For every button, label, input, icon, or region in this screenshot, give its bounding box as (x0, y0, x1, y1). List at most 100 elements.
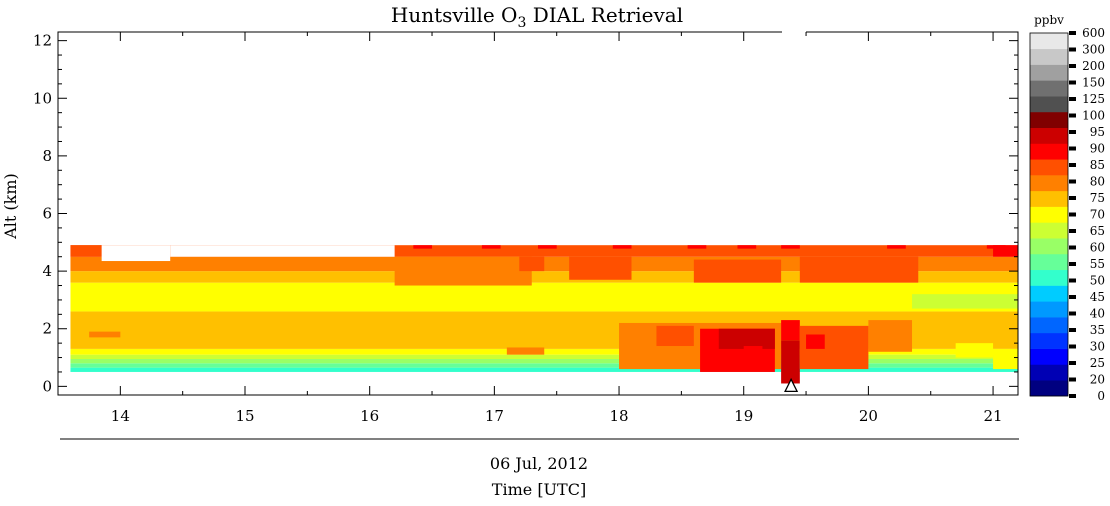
heatmap-cell (519, 256, 545, 272)
colorbar-swatch (1030, 64, 1068, 81)
colorbar-tick (1069, 278, 1076, 283)
colorbar-swatch (1030, 380, 1068, 397)
y-axis: 0 2 4 6 8 10 12 (33, 32, 1018, 395)
y-tick-label: 0 (42, 377, 52, 395)
colorbar-swatch (1030, 238, 1068, 255)
colorbar-label: 0 (1097, 389, 1105, 403)
date-label: 06 Jul, 2012 (490, 454, 588, 473)
heatmap-cell (993, 245, 1018, 257)
colorbar-label: 60 (1090, 241, 1105, 255)
colorbar-label: 85 (1090, 158, 1105, 172)
colorbar-swatch (1030, 332, 1068, 349)
heatmap-cell (687, 245, 707, 249)
colorbar-label: 55 (1090, 257, 1105, 271)
colorbar-label: 75 (1090, 191, 1105, 205)
heatmap-cell (693, 259, 782, 283)
heatmap-cell (170, 245, 395, 257)
heatmap-cell (799, 256, 919, 283)
colorbar-swatch (1030, 348, 1068, 365)
heatmap-cells (70, 245, 1018, 384)
heatmap-cell (955, 343, 994, 358)
colorbar-swatch (1030, 96, 1068, 113)
x-tick-label: 16 (360, 407, 379, 425)
heatmap-cell (506, 347, 545, 355)
x-tick-label: 21 (984, 407, 1003, 425)
heatmap-cell (70, 245, 102, 257)
colorbar-swatch (1030, 143, 1068, 160)
x-tick-label: 20 (859, 407, 878, 425)
heatmap-band (70, 367, 1018, 372)
colorbar-tick (1069, 361, 1076, 365)
colorbar-tick (1069, 130, 1076, 134)
colorbar-swatch (1030, 159, 1068, 176)
x-tick-label: 15 (235, 407, 254, 425)
colorbar-label: 70 (1090, 208, 1105, 222)
heatmap-cell (986, 245, 1006, 249)
colorbar-tick (1069, 328, 1076, 332)
colorbar-label: 20 (1090, 373, 1105, 387)
colorbar-label: 100 (1082, 109, 1105, 123)
colorbar-label: 45 (1090, 290, 1105, 304)
heatmap-cell (718, 328, 775, 349)
colorbar-label: 200 (1082, 59, 1105, 73)
colorbar-tick (1069, 179, 1076, 184)
y-tick-label: 2 (42, 320, 52, 338)
heatmap-cell (912, 294, 1018, 309)
lidar-site-triangle (784, 377, 799, 393)
y-tick-label: 10 (33, 89, 52, 107)
colorbar-tick (1069, 64, 1076, 68)
colorbar-swatch (1030, 33, 1068, 50)
colorbar-label: 80 (1090, 175, 1105, 189)
colorbar-swatch (1030, 111, 1068, 128)
y-tick-label: 4 (42, 262, 52, 280)
colorbar-units: ppbv (1034, 13, 1064, 27)
x-tick-label: 19 (734, 407, 753, 425)
heatmap-cell (538, 245, 557, 249)
colorbar-swatch (1030, 175, 1068, 192)
title-subscript: 3 (517, 15, 526, 31)
heatmap-cell (781, 320, 800, 341)
colorbar: ppbv 0 20 25 30 35 40 45 50 55 60 65 70 75 80 85 90 95 100… (1029, 13, 1105, 403)
colorbar-label: 90 (1090, 142, 1105, 156)
colorbar-swatch (1030, 285, 1068, 302)
colorbar-label: 65 (1090, 224, 1105, 238)
heatmap-cell (569, 256, 632, 280)
colorbar-label: 95 (1090, 125, 1105, 139)
x-tick-label: 14 (111, 407, 130, 425)
colorbar-label: 25 (1090, 356, 1105, 370)
x-tick-label: 18 (609, 407, 628, 425)
colorbar-swatch (1030, 48, 1068, 65)
colorbar-swatch (1030, 127, 1068, 144)
instrument-marker (784, 377, 799, 393)
y-tick-label: 6 (42, 205, 52, 223)
chart-title: Huntsville O3 DIAL Retrieval (391, 3, 683, 31)
heatmap-cell (868, 320, 913, 352)
colorbar-label: 125 (1082, 92, 1105, 106)
colorbar-tick (1069, 80, 1076, 85)
colorbar-tick (1069, 113, 1076, 118)
heatmap-cell (743, 346, 763, 361)
y-axis-label: Alt (km) (1, 173, 20, 240)
heatmap-cell (481, 245, 501, 249)
colorbar-tick (1069, 47, 1076, 52)
frame-gap (782, 30, 806, 36)
colorbar-swatch (1030, 364, 1068, 381)
y-tick-label: 12 (33, 32, 52, 50)
colorbar-swatch (1030, 253, 1068, 271)
colorbar-swatch (1030, 222, 1068, 239)
colorbar-tick (1069, 212, 1076, 217)
heatmap-cell (413, 245, 433, 249)
x-axis: 14 15 16 17 18 19 20 21 (57, 32, 1003, 425)
colorbar-label: 150 (1082, 76, 1105, 90)
heatmap-cell (737, 245, 757, 249)
y-tick-label: 8 (42, 147, 52, 165)
colorbar-swatch (1030, 317, 1068, 334)
colorbar-tick (1069, 31, 1076, 35)
heatmap-band (70, 354, 1018, 359)
colorbar-tick (1069, 196, 1076, 200)
colorbar-tick (1069, 245, 1076, 250)
heatmap-band (70, 271, 1018, 283)
colorbar-tick (1069, 311, 1076, 316)
colorbar-border (1029, 32, 1069, 397)
